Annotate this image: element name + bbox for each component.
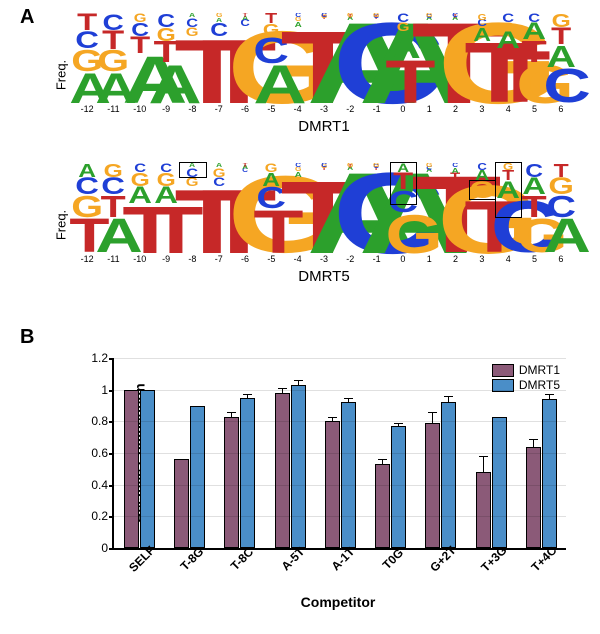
pos-tick: -2 [337,104,363,114]
pos-tick: -5 [258,104,284,114]
pos-tick: 1 [416,104,442,114]
pos-tick: 2 [442,104,468,114]
bar [492,417,507,548]
y-tick: 0 [101,541,108,555]
pos-tick: -8 [179,254,205,264]
pos-tick: -12 [74,104,100,114]
position-axis: -12-11-10-9-8-7-6-5-4-3-2-10123456 [74,254,574,268]
legend-swatch [492,364,514,377]
y-tick: 0.8 [91,414,108,428]
pos-tick: 1 [416,254,442,264]
bar [140,390,155,548]
pos-tick: -6 [232,254,258,264]
pos-tick: 6 [548,254,574,264]
pos-tick: -3 [311,254,337,264]
pos-tick: -3 [311,104,337,114]
logo-dmrt1: Freq. AGCTAGTCATCGATGCTGCATCAGGCATACGTTA… [74,14,574,135]
pos-tick: -7 [206,104,232,114]
bar [391,426,406,548]
pos-tick: 2 [442,254,468,264]
pos-tick: -7 [206,254,232,264]
seqlogo-dmrt1: AGCTAGTCATCGATGCTGCATCAGGCATACGTTAGCATGC… [74,14,574,104]
pos-tick: -2 [337,254,363,264]
y-tick: 1.2 [91,351,108,365]
pos-tick: -9 [153,104,179,114]
pos-tick: -1 [363,254,389,264]
plot-area: Relative Competition DMRT1DMRT5 00.20.40… [112,358,566,550]
pos-tick: 5 [521,254,547,264]
pos-tick: -4 [285,104,311,114]
base-T: T [543,164,579,178]
pos-tick: 3 [469,104,495,114]
bar [224,417,239,548]
pos-tick: 4 [495,254,521,264]
pos-tick: 6 [548,104,574,114]
bar [124,390,139,548]
bar [441,402,456,548]
bar [476,472,491,548]
legend: DMRT1DMRT5 [492,362,560,393]
pos-tick: -8 [179,104,205,114]
pos-tick: 3 [469,254,495,264]
logo-dmrt5: Freq. TGCAATCGTAGCTAGCTGCATCGAGCATTCAGTA… [74,164,574,285]
pos-tick: -11 [100,254,126,264]
x-tick-labels: SELFT-8GT-8CA-5TA-1TT0GG+2TT+3GT+4C [112,552,564,592]
pos-tick: -5 [258,254,284,264]
panel-a-label: A [20,6,34,29]
panel-b-label: B [20,326,34,349]
pos-tick: -11 [100,104,126,114]
pos-tick: -4 [285,254,311,264]
y-tick: 1 [101,383,108,397]
bar [190,406,205,549]
bar [291,385,306,548]
y-tick: 0.4 [91,478,108,492]
logo-column: ACGT [548,164,574,254]
freq-label: Freq. [54,59,69,89]
pos-tick: -1 [363,104,389,114]
pos-tick: 0 [390,254,416,264]
logo-column: CATG [548,14,574,104]
pos-tick: -12 [74,254,100,264]
y-tick: 0.6 [91,446,108,460]
bar [275,393,290,548]
pos-tick: -10 [127,104,153,114]
bar [174,459,189,548]
pos-tick: -6 [232,104,258,114]
bar [240,398,255,548]
bar [341,402,356,548]
pos-tick: 0 [390,104,416,114]
y-tick: 0.2 [91,509,108,523]
freq-label: Freq. [54,209,69,239]
x-axis-label: Competitor [112,594,564,610]
bar [375,464,390,548]
pos-tick: -10 [127,254,153,264]
base-G: G [543,14,579,28]
seqlogo-dmrt5: TGCAATCGTAGCTAGCTGCATCGAGCATTCAGTAGCATGC… [74,164,574,254]
pos-tick: 5 [521,104,547,114]
bar-chart: Relative Competition DMRT1DMRT5 00.20.40… [54,350,578,616]
legend-label: DMRT1 [519,363,560,377]
legend-item: DMRT1 [492,363,560,377]
pos-tick: 4 [495,104,521,114]
pos-tick: -9 [153,254,179,264]
position-axis: -12-11-10-9-8-7-6-5-4-3-2-10123456 [74,104,574,118]
bar [526,447,541,548]
